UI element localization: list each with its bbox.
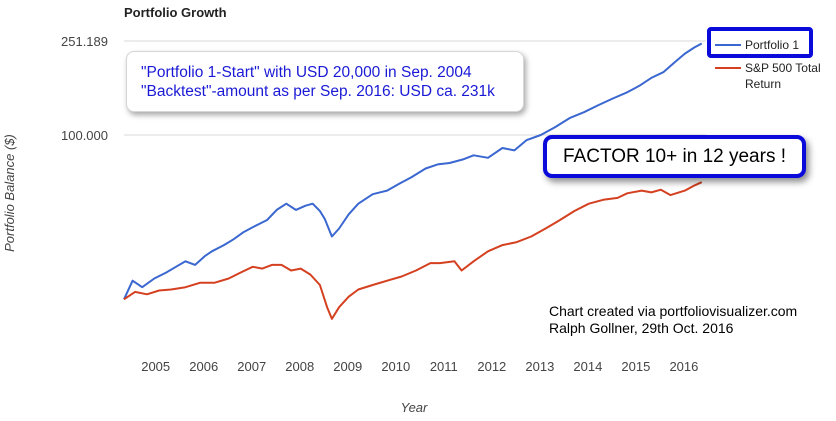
x-tick-label: 2011 (430, 359, 458, 374)
credit-line-2: Ralph Gollner, 29th Oct. 2016 (549, 320, 734, 336)
legend-label-sp500-line1: S&P 500 Total (745, 61, 821, 75)
x-tick-label: 2012 (477, 359, 506, 374)
y-axis-ticks: 251.189 100.000 (61, 34, 108, 143)
series-lines (123, 42, 703, 320)
x-tick-label: 2016 (669, 359, 698, 374)
y-tick-label: 100.000 (61, 128, 108, 143)
x-axis-ticks: 2005 2006 2007 2008 2009 2010 2011 2012 2013 2014… (141, 359, 698, 374)
start-note-box: "Portfolio 1-Start" with USD 20,000 in S… (126, 51, 524, 112)
x-tick-label: 2014 (573, 359, 602, 374)
legend: Portfolio 1 S&P 500 Total Return (707, 27, 821, 91)
x-tick-label: 2005 (141, 359, 170, 374)
chart-title: Portfolio Growth (124, 5, 227, 20)
y-axis-title: Portfolio Balance ($) (2, 134, 17, 252)
x-tick-label: 2010 (381, 359, 410, 374)
x-axis-title: Year (401, 400, 428, 415)
x-tick-label: 2013 (525, 359, 554, 374)
legend-label-sp500-line2: Return (745, 77, 781, 91)
factor-callout: FACTOR 10+ in 12 years ! (543, 135, 806, 178)
start-note-line-2: "Backtest"-amount as per Sep. 2016: USD … (141, 83, 495, 100)
credit-line-1: Chart created via portfoliovisualizer.co… (549, 303, 798, 319)
y-tick-label: 251.189 (61, 34, 108, 49)
x-tick-label: 2009 (333, 359, 362, 374)
x-tick-label: 2015 (621, 359, 650, 374)
legend-label-portfolio-1: Portfolio 1 (745, 38, 799, 52)
credit-text: Chart created via portfoliovisualizer.co… (549, 303, 797, 337)
x-tick-label: 2006 (189, 359, 218, 374)
x-tick-label: 2007 (237, 359, 266, 374)
x-tick-label: 2008 (285, 359, 314, 374)
series-line-sp500 (123, 181, 703, 320)
start-note-line-1: "Portfolio 1-Start" with USD 20,000 in S… (141, 64, 472, 81)
series-line-portfolio-1 (123, 42, 703, 300)
legend-highlight-box (707, 27, 813, 58)
